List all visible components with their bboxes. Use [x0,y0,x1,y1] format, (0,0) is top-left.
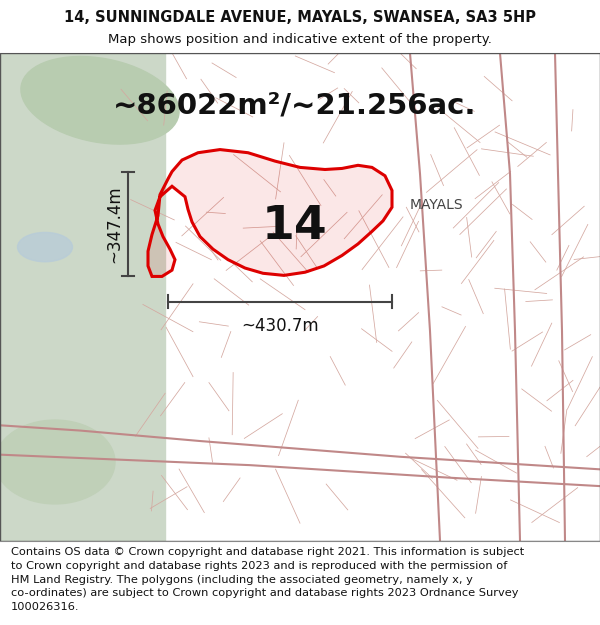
Text: Map shows position and indicative extent of the property.: Map shows position and indicative extent… [108,33,492,46]
Text: 14: 14 [262,204,328,249]
Text: ~430.7m: ~430.7m [241,318,319,336]
Text: MAYALS: MAYALS [410,198,464,212]
Ellipse shape [21,56,179,144]
Text: 14, SUNNINGDALE AVENUE, MAYALS, SWANSEA, SA3 5HP: 14, SUNNINGDALE AVENUE, MAYALS, SWANSEA,… [64,9,536,24]
Bar [0,53,165,541]
Ellipse shape [0,420,115,504]
Text: ~347.4m: ~347.4m [105,185,123,263]
Polygon shape [148,149,392,276]
Ellipse shape [17,232,73,262]
Text: Contains OS data © Crown copyright and database right 2021. This information is : Contains OS data © Crown copyright and d… [11,548,524,612]
Text: ~86022m²/~21.256ac.: ~86022m²/~21.256ac. [113,91,477,119]
